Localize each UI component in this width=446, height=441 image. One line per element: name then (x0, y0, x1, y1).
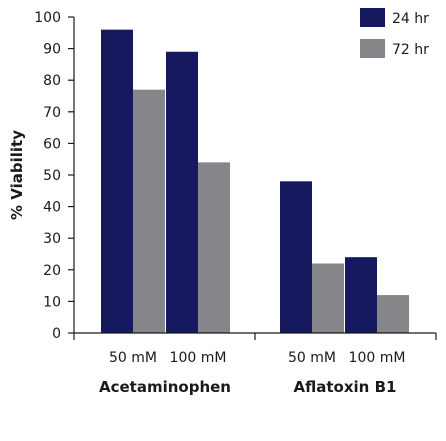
y-tick-label-30: 30 (43, 231, 61, 247)
y-tick-label-60: 60 (43, 136, 61, 152)
bar-72hr-1 (198, 162, 230, 333)
legend: 24 hr 72 hr (360, 8, 429, 58)
group-label-0: Acetaminophen (99, 378, 231, 396)
y-tick-label-20: 20 (43, 263, 61, 279)
bar-24hr-2 (280, 181, 312, 333)
category-label-1: 100 mM (170, 350, 227, 366)
category-label-3: 100 mM (349, 350, 406, 366)
legend-label-1: 72 hr (392, 42, 429, 58)
y-tick-label-10: 10 (43, 294, 61, 310)
legend-label-0: 24 hr (392, 11, 429, 27)
labels-layer: 0 10 20 30 40 50 60 70 80 90 100 50 mM 100 mM 50 mM 10… (8, 10, 405, 396)
bars-layer (101, 29, 409, 334)
bar-72hr-3 (377, 295, 409, 333)
category-label-2: 50 mM (288, 350, 336, 366)
bar-72hr-0 (133, 89, 165, 334)
category-label-0: 50 mM (109, 350, 157, 366)
y-axis-title: % Viability (8, 130, 26, 220)
y-tick-label-40: 40 (43, 200, 61, 216)
group-label-1: Aflatoxin B1 (294, 378, 397, 396)
bar-24hr-1 (166, 51, 198, 333)
axes-layer (68, 16, 437, 340)
y-tick-label-50: 50 (43, 168, 61, 184)
bar-24hr-0 (101, 29, 133, 333)
legend-swatch-1 (360, 39, 385, 58)
y-tick-label-100: 100 (34, 10, 61, 26)
legend-swatch-0 (360, 8, 385, 27)
y-tick-label-70: 70 (43, 105, 61, 121)
bar-72hr-2 (312, 263, 344, 333)
y-tick-label-90: 90 (43, 42, 61, 58)
bar-24hr-3 (345, 257, 377, 333)
y-tick-label-80: 80 (43, 73, 61, 89)
y-tick-label-0: 0 (52, 326, 61, 342)
